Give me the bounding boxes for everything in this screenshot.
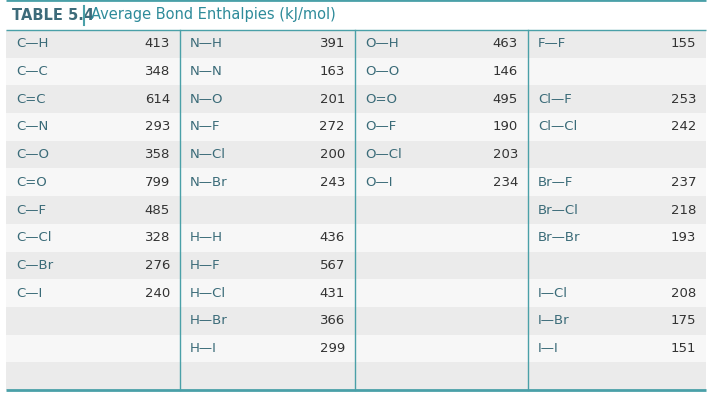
Text: 234: 234 bbox=[493, 176, 518, 189]
Text: 200: 200 bbox=[320, 148, 345, 161]
Text: I—Cl: I—Cl bbox=[538, 287, 568, 300]
Text: N—Br: N—Br bbox=[190, 176, 228, 189]
Text: O=O: O=O bbox=[365, 93, 397, 106]
Bar bbox=[6, 252, 706, 279]
Bar bbox=[6, 335, 706, 362]
Text: 436: 436 bbox=[320, 231, 345, 244]
Text: C—Br: C—Br bbox=[16, 259, 53, 272]
Text: F—F: F—F bbox=[538, 37, 566, 50]
Text: 614: 614 bbox=[145, 93, 170, 106]
Text: 203: 203 bbox=[493, 148, 518, 161]
Bar bbox=[6, 279, 706, 307]
Text: N—H: N—H bbox=[190, 37, 223, 50]
Text: 495: 495 bbox=[493, 93, 518, 106]
Text: O—O: O—O bbox=[365, 65, 399, 78]
Text: 391: 391 bbox=[320, 37, 345, 50]
Text: 190: 190 bbox=[493, 121, 518, 133]
Text: 237: 237 bbox=[671, 176, 696, 189]
Text: 175: 175 bbox=[671, 314, 696, 327]
Text: I—Br: I—Br bbox=[538, 314, 570, 327]
Text: 218: 218 bbox=[671, 203, 696, 217]
Text: N—N: N—N bbox=[190, 65, 223, 78]
Bar bbox=[6, 113, 706, 141]
Text: 413: 413 bbox=[145, 37, 170, 50]
Text: H—F: H—F bbox=[190, 259, 221, 272]
Text: C—F: C—F bbox=[16, 203, 46, 217]
Text: 146: 146 bbox=[493, 65, 518, 78]
Text: 366: 366 bbox=[320, 314, 345, 327]
Text: 163: 163 bbox=[320, 65, 345, 78]
Text: 567: 567 bbox=[320, 259, 345, 272]
Text: O—I: O—I bbox=[365, 176, 392, 189]
Text: O—Cl: O—Cl bbox=[365, 148, 402, 161]
Bar bbox=[6, 141, 706, 168]
Text: Cl—F: Cl—F bbox=[538, 93, 572, 106]
Text: C—O: C—O bbox=[16, 148, 49, 161]
Text: 272: 272 bbox=[320, 121, 345, 133]
Text: 155: 155 bbox=[671, 37, 696, 50]
Text: 328: 328 bbox=[145, 231, 170, 244]
Text: O—F: O—F bbox=[365, 121, 397, 133]
Text: C=O: C=O bbox=[16, 176, 47, 189]
Bar bbox=[6, 86, 706, 113]
Text: 253: 253 bbox=[671, 93, 696, 106]
Bar bbox=[6, 30, 706, 58]
Text: 358: 358 bbox=[145, 148, 170, 161]
Text: 193: 193 bbox=[671, 231, 696, 244]
Text: 151: 151 bbox=[671, 342, 696, 355]
Text: N—O: N—O bbox=[190, 93, 224, 106]
Text: 799: 799 bbox=[145, 176, 170, 189]
Text: O—H: O—H bbox=[365, 37, 399, 50]
Bar bbox=[6, 0, 706, 30]
Text: I—I: I—I bbox=[538, 342, 559, 355]
Text: 201: 201 bbox=[320, 93, 345, 106]
Bar bbox=[6, 307, 706, 335]
Text: C—Cl: C—Cl bbox=[16, 231, 51, 244]
Text: 348: 348 bbox=[145, 65, 170, 78]
Text: H—I: H—I bbox=[190, 342, 217, 355]
Text: N—F: N—F bbox=[190, 121, 221, 133]
Text: Br—Cl: Br—Cl bbox=[538, 203, 579, 217]
Text: 243: 243 bbox=[320, 176, 345, 189]
Text: Cl—Cl: Cl—Cl bbox=[538, 121, 577, 133]
Text: Br—Br: Br—Br bbox=[538, 231, 580, 244]
Text: N—Cl: N—Cl bbox=[190, 148, 226, 161]
Text: C=C: C=C bbox=[16, 93, 46, 106]
Bar bbox=[6, 362, 706, 390]
Bar bbox=[6, 58, 706, 86]
Bar bbox=[6, 224, 706, 252]
Bar bbox=[6, 168, 706, 196]
Text: 240: 240 bbox=[145, 287, 170, 300]
Text: H—Cl: H—Cl bbox=[190, 287, 226, 300]
Text: 208: 208 bbox=[671, 287, 696, 300]
Text: Br—F: Br—F bbox=[538, 176, 573, 189]
Text: 276: 276 bbox=[145, 259, 170, 272]
Text: TABLE 5.4: TABLE 5.4 bbox=[12, 8, 94, 23]
Text: H—H: H—H bbox=[190, 231, 223, 244]
Text: 299: 299 bbox=[320, 342, 345, 355]
Text: Average Bond Enthalpies (kJ/mol): Average Bond Enthalpies (kJ/mol) bbox=[91, 8, 336, 23]
Text: 463: 463 bbox=[493, 37, 518, 50]
Text: 485: 485 bbox=[145, 203, 170, 217]
Text: 242: 242 bbox=[671, 121, 696, 133]
Text: 293: 293 bbox=[145, 121, 170, 133]
Text: C—H: C—H bbox=[16, 37, 48, 50]
Text: C—C: C—C bbox=[16, 65, 48, 78]
Text: C—I: C—I bbox=[16, 287, 42, 300]
Text: C—N: C—N bbox=[16, 121, 48, 133]
Bar bbox=[6, 196, 706, 224]
Text: 431: 431 bbox=[320, 287, 345, 300]
Text: H—Br: H—Br bbox=[190, 314, 228, 327]
